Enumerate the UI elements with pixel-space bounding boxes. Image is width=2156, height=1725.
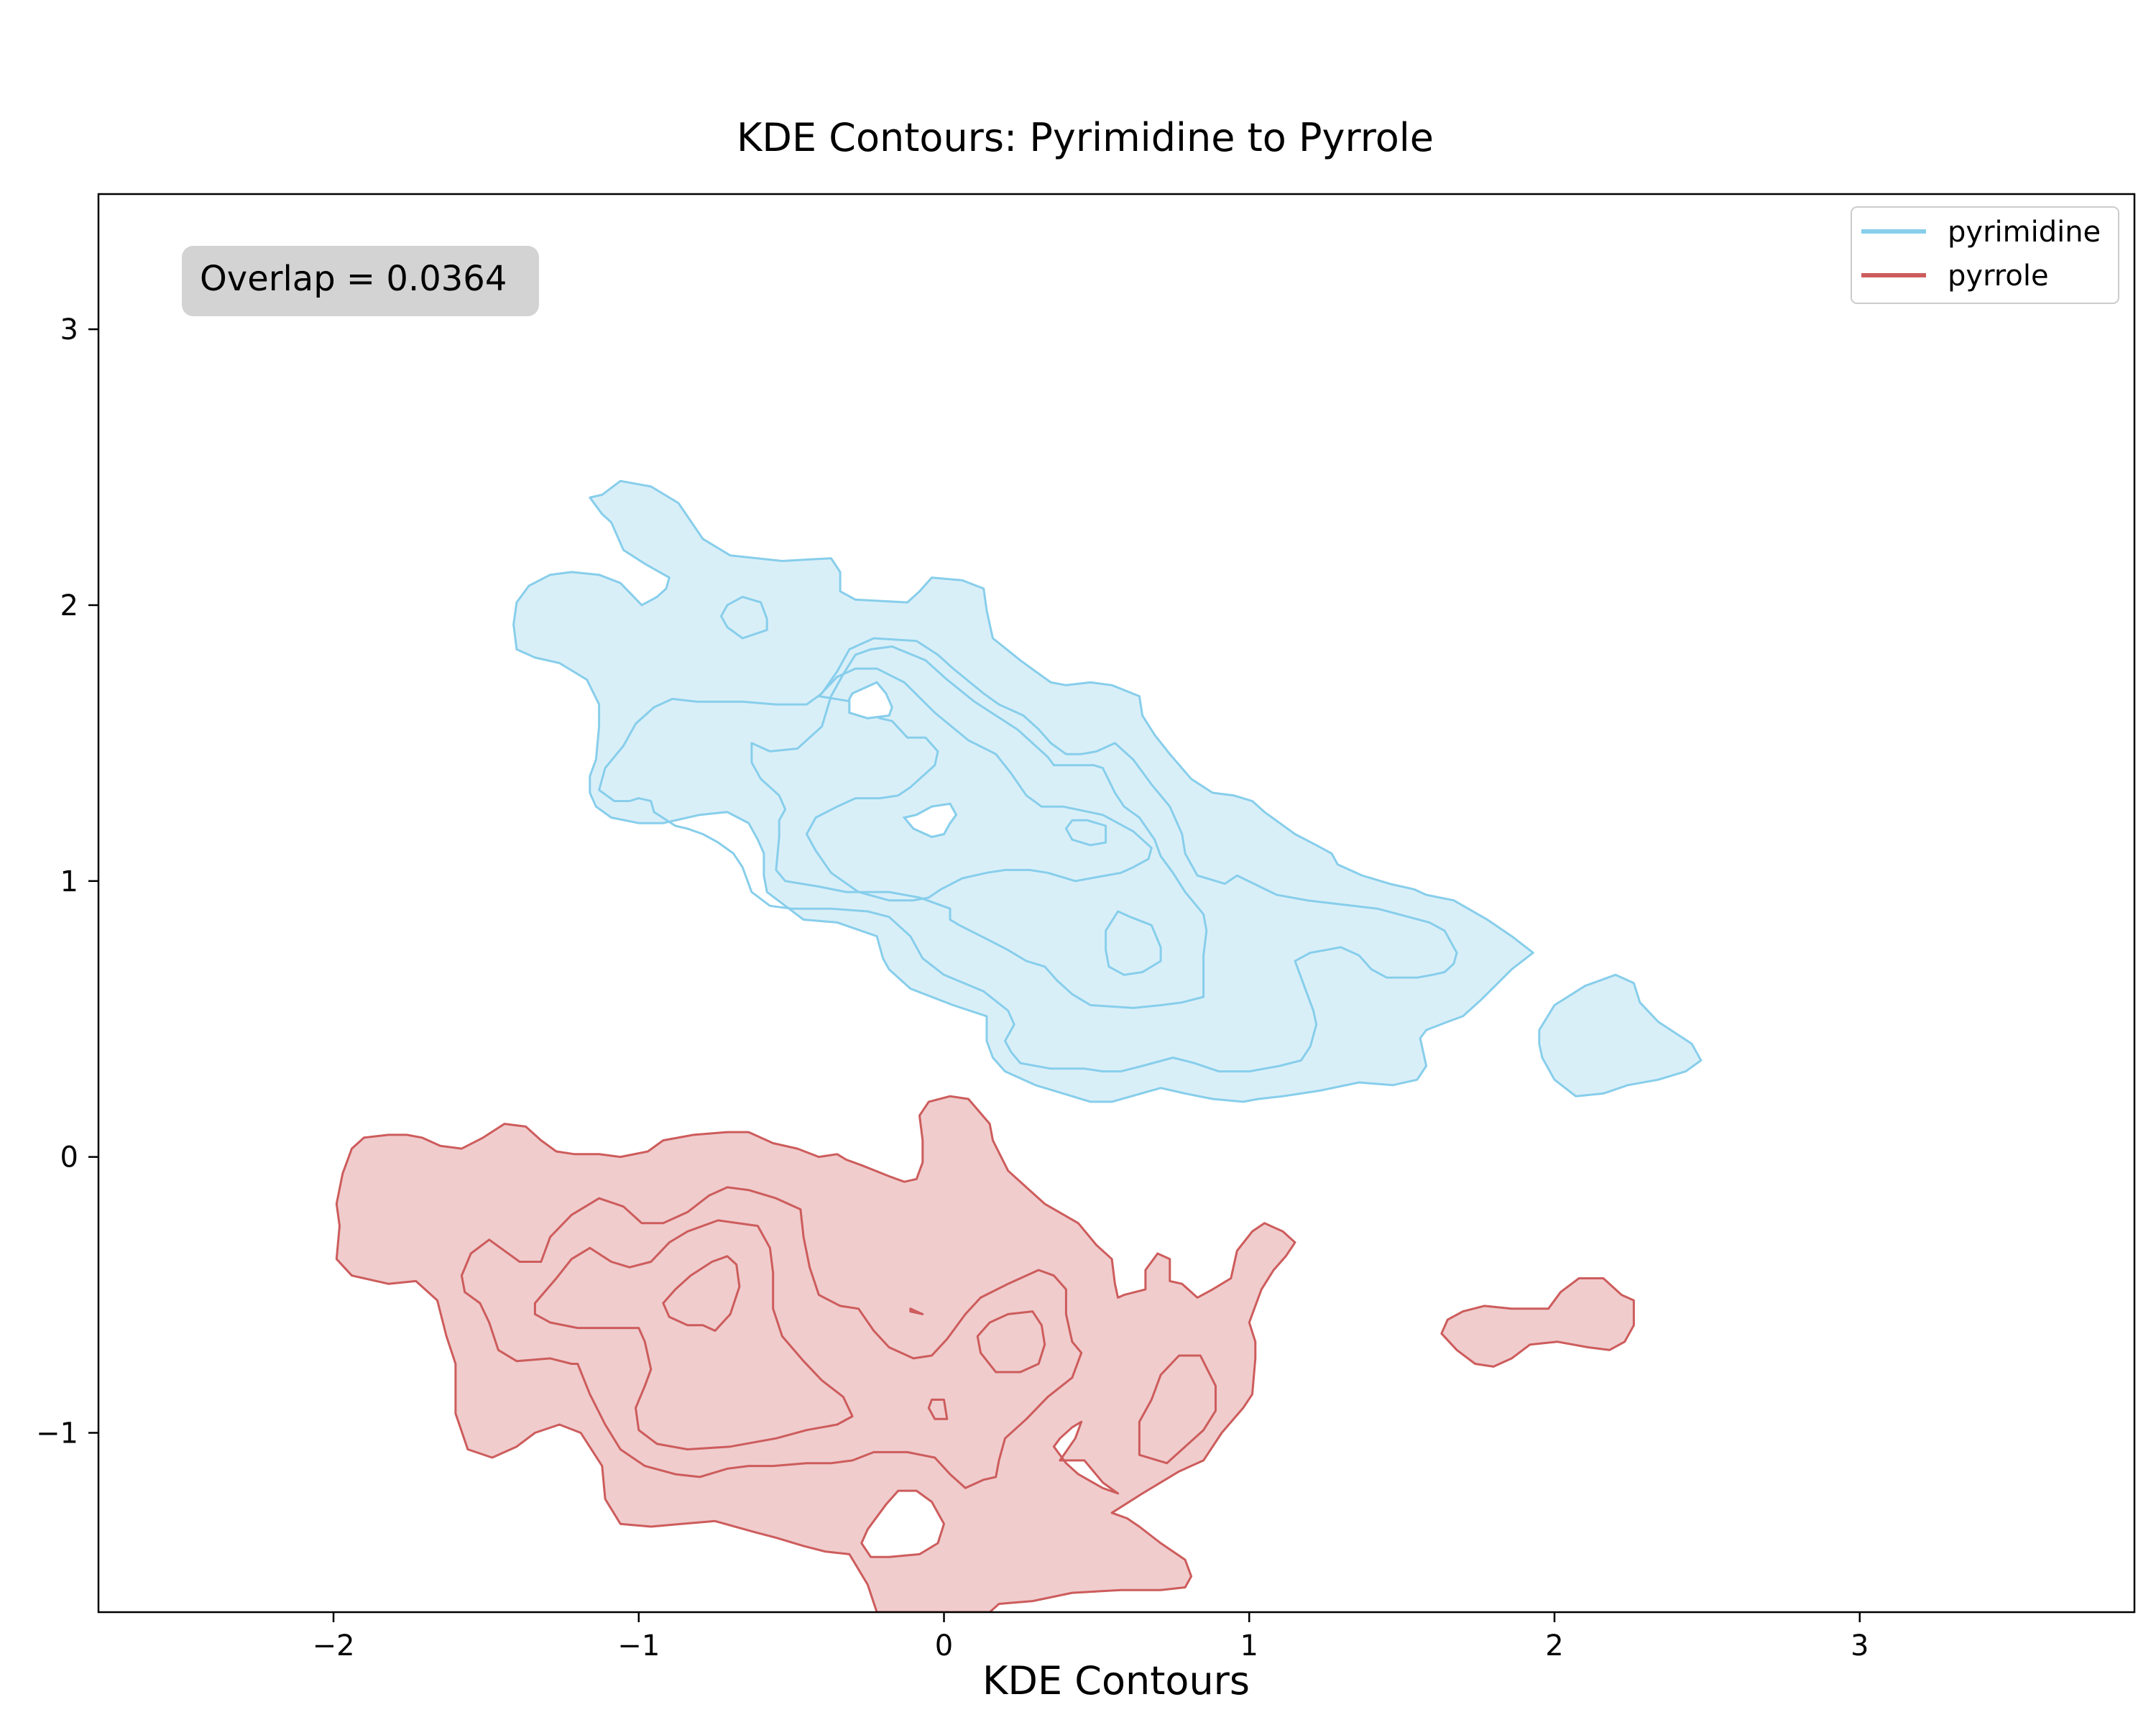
overlap-annotation-text: Overlap = 0.0364 (200, 259, 507, 299)
y-tick-label: 2 (60, 589, 78, 622)
pyrrole-contour-line (909, 1307, 924, 1315)
annotation-box (182, 246, 539, 316)
x-tick-label: −1 (617, 1629, 660, 1662)
pyrrole-contour-line (460, 1186, 1083, 1489)
legend: pyrimidine pyrrole (1851, 206, 2119, 304)
pyrimidine-contour-line (598, 637, 1458, 1073)
axes-frame (97, 193, 2136, 1614)
pyrrole-contour-line (976, 1310, 1046, 1374)
x-tick-label: 0 (935, 1629, 953, 1662)
y-tick-label: 1 (60, 865, 78, 898)
legend-label-pyrimidine: pyrimidine (1948, 216, 2101, 249)
x-tick-label: 3 (1851, 1629, 1869, 1662)
pyrimidine-density-region (512, 479, 1703, 1103)
y-tick-label: 0 (60, 1141, 78, 1174)
y-tick-label: −1 (36, 1417, 78, 1450)
x-tick-label: 1 (1240, 1629, 1258, 1662)
pyrimidine-contour-line (805, 667, 1153, 902)
pyrimidine-contour-line (750, 645, 1208, 1009)
pyrrole-contour-line (1138, 1354, 1217, 1465)
pyrrole-contour-line (927, 1398, 949, 1420)
axis-ticks: −2 −1 0 1 2 3 −1 0 1 2 3 (36, 313, 1869, 1662)
pyrimidine-contour-hole (848, 681, 893, 719)
y-tick-label: 3 (60, 313, 78, 346)
pyrimidine-contour-hole (902, 802, 958, 838)
pyrimidine-contour-line (1105, 910, 1162, 976)
pyrrole-density-region (335, 1095, 1635, 1612)
legend-label-pyrrole: pyrrole (1948, 259, 2049, 293)
plot-area (335, 479, 1703, 1612)
x-axis-label: KDE Contours (982, 1658, 1250, 1703)
series-pyrimidine (512, 479, 1703, 1103)
x-tick-label: −2 (313, 1629, 355, 1662)
series-pyrrole (335, 1095, 1635, 1612)
pyrimidine-contour-line (1064, 819, 1107, 847)
pyrrole-contour-line (662, 1255, 741, 1332)
x-tick-label: 2 (1545, 1629, 1563, 1662)
pyrrole-contour-line (533, 1219, 854, 1450)
pyrimidine-contour-line (720, 595, 768, 640)
overlap-annotation: Overlap = 0.0364 (182, 246, 539, 316)
chart-title: KDE Contours: Pyrimidine to Pyrrole (737, 115, 1434, 160)
